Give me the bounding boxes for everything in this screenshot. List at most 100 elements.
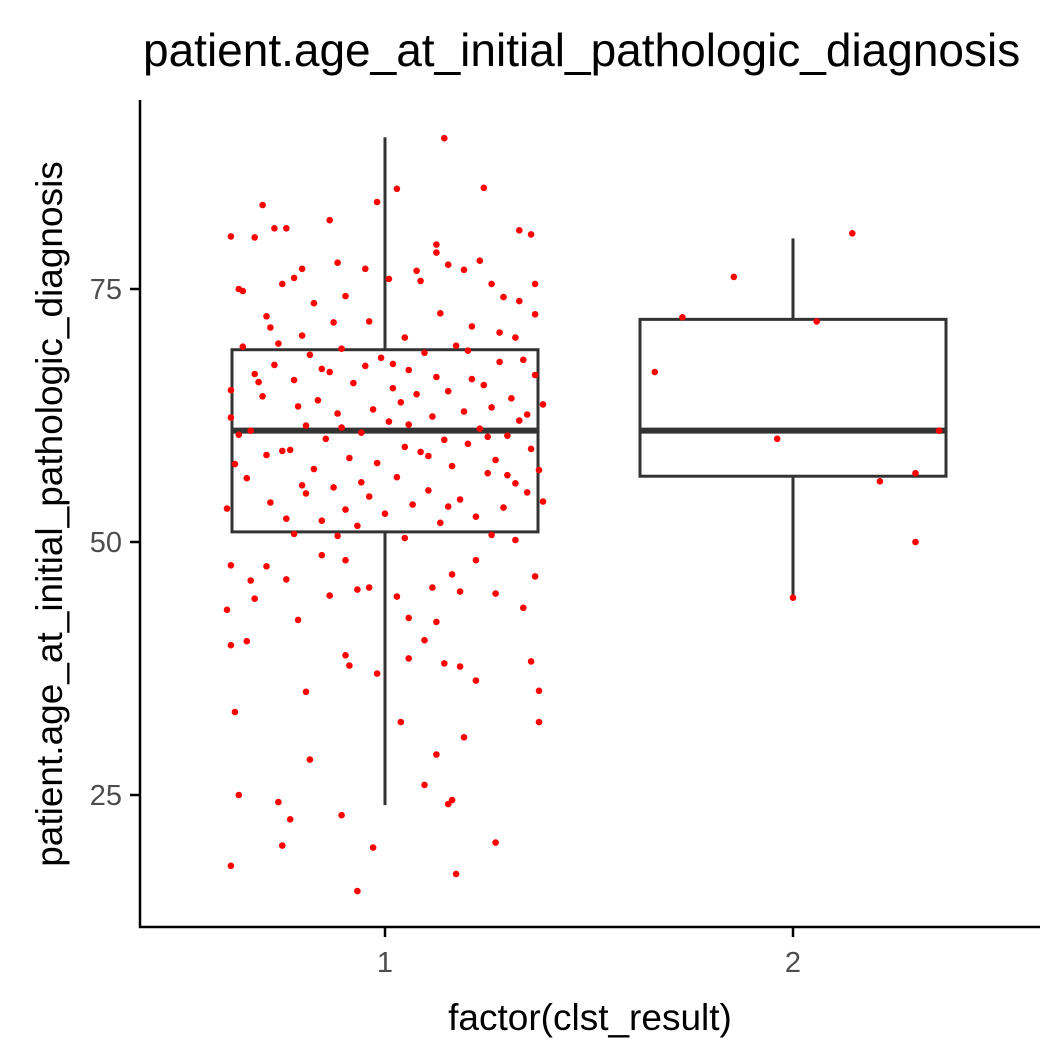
data-point	[912, 538, 919, 546]
data-point	[444, 503, 452, 510]
data-point	[492, 590, 499, 597]
data-point	[452, 870, 460, 878]
data-point	[512, 536, 519, 544]
y-axis-title: patient.age_at_initial_pathologic_diagno…	[29, 161, 70, 867]
data-point	[468, 375, 476, 383]
data-point	[413, 267, 420, 275]
data-point	[354, 887, 361, 895]
data-point	[334, 532, 341, 540]
data-point	[531, 573, 539, 580]
x-axis-title: factor(clst_result)	[448, 997, 732, 1038]
data-point	[935, 427, 943, 435]
data-point	[318, 365, 326, 373]
data-point	[302, 422, 310, 429]
data-point	[508, 395, 515, 402]
data-point	[484, 469, 492, 477]
data-point	[464, 347, 472, 355]
data-point	[409, 501, 416, 508]
data-point	[283, 225, 290, 232]
data-point	[460, 734, 468, 741]
data-point	[358, 479, 365, 486]
data-point	[520, 604, 527, 612]
data-point	[500, 504, 507, 511]
data-point	[346, 662, 353, 669]
data-point	[338, 424, 345, 431]
data-point	[405, 614, 413, 622]
data-point	[516, 227, 523, 234]
data-point	[535, 687, 543, 695]
data-point	[227, 386, 235, 394]
data-point	[373, 459, 381, 467]
data-point	[500, 293, 507, 301]
data-point	[227, 862, 235, 870]
x-tick-label: 2	[785, 947, 801, 979]
data-point	[523, 489, 531, 496]
data-point	[397, 718, 405, 726]
data-point	[286, 816, 294, 823]
data-point	[444, 387, 452, 395]
data-point	[322, 435, 330, 443]
data-point	[730, 273, 738, 281]
data-point	[310, 465, 318, 473]
data-point	[433, 751, 440, 758]
data-point	[362, 265, 369, 273]
data-point	[679, 314, 686, 321]
data-point	[444, 261, 452, 269]
data-point	[488, 531, 495, 539]
data-point	[433, 618, 440, 626]
data-point	[472, 556, 480, 564]
data-point	[405, 421, 413, 428]
data-point	[437, 519, 444, 527]
data-point	[338, 811, 345, 819]
data-point	[460, 408, 468, 415]
data-point	[271, 361, 278, 369]
data-point	[310, 299, 318, 307]
data-point	[314, 397, 322, 404]
data-point	[472, 513, 480, 520]
data-point	[365, 493, 373, 500]
data-point	[512, 334, 519, 341]
data-point	[279, 842, 286, 849]
data-point	[231, 460, 239, 468]
data-point	[239, 343, 247, 351]
data-point	[433, 373, 440, 381]
data-point	[401, 443, 409, 451]
data-point	[456, 663, 464, 670]
data-point	[531, 371, 539, 379]
data-point	[231, 708, 239, 716]
data-point	[452, 342, 460, 350]
data-point	[251, 234, 258, 241]
data-point	[251, 370, 258, 378]
data-point	[302, 688, 310, 696]
data-point	[342, 652, 349, 659]
data-point	[912, 469, 919, 477]
data-point	[405, 366, 413, 374]
data-point	[235, 791, 243, 799]
data-point	[397, 399, 405, 406]
boxes-layer	[230, 137, 948, 806]
data-point	[286, 446, 294, 454]
data-point	[535, 718, 543, 726]
data-point	[334, 259, 341, 267]
data-point	[275, 340, 282, 347]
data-point	[369, 406, 377, 413]
data-point	[421, 349, 428, 357]
data-point	[476, 425, 484, 433]
data-point	[516, 297, 523, 305]
data-point	[255, 378, 262, 386]
x-tick-label: 1	[377, 947, 393, 979]
box-2	[638, 238, 948, 598]
data-point	[496, 329, 503, 336]
data-point	[651, 368, 659, 376]
data-point	[279, 280, 286, 288]
points-layer	[223, 134, 943, 895]
data-point	[539, 401, 547, 408]
data-point	[527, 658, 535, 665]
data-point	[849, 230, 856, 237]
data-point	[306, 351, 314, 359]
data-point	[484, 433, 492, 441]
data-point	[377, 354, 385, 362]
data-point	[488, 280, 495, 288]
